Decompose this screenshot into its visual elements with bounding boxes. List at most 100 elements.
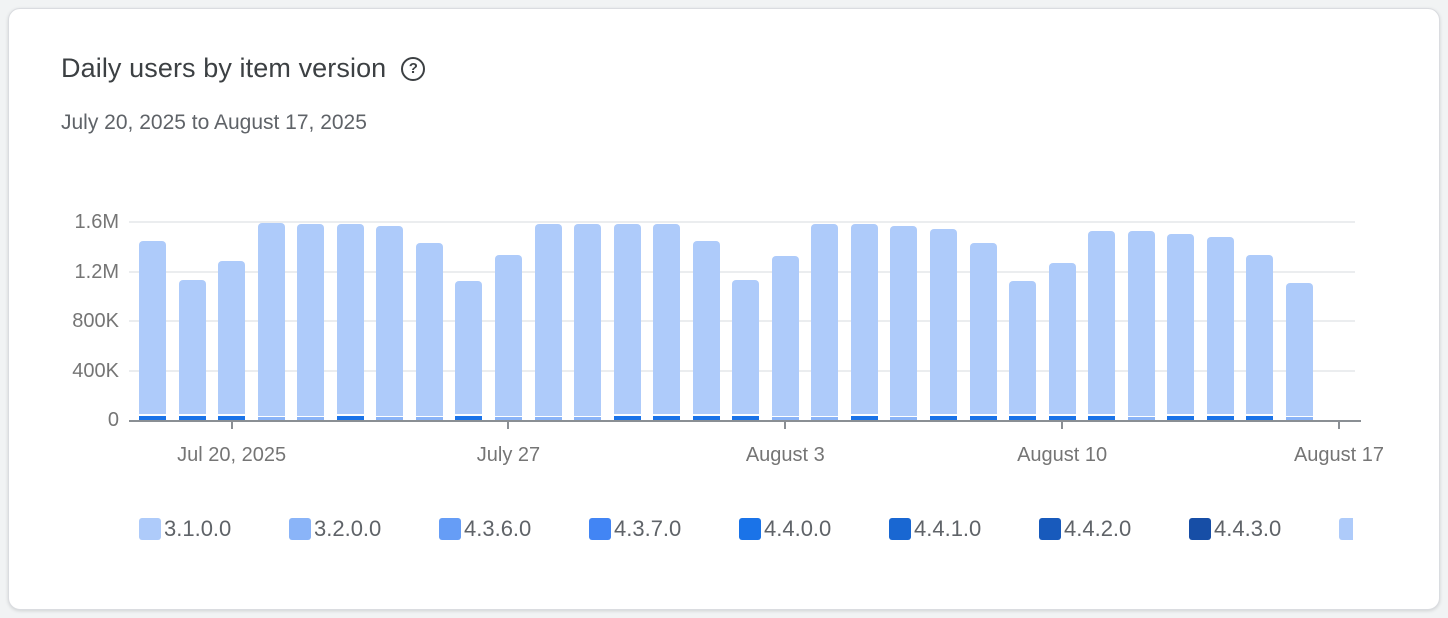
bar[interactable]	[1088, 231, 1116, 415]
x-axis-tick	[1338, 422, 1340, 429]
bar-segment-accent[interactable]	[890, 417, 918, 420]
bar[interactable]	[969, 243, 997, 415]
bar[interactable]	[890, 226, 918, 416]
y-axis-label: 400K	[72, 359, 119, 382]
bar[interactable]	[455, 280, 483, 415]
bar-segment-accent[interactable]	[969, 415, 997, 420]
bar[interactable]	[1167, 233, 1195, 415]
bar-segment-accent[interactable]	[415, 417, 443, 420]
bar-segment-accent[interactable]	[257, 417, 285, 420]
bar[interactable]	[178, 279, 206, 415]
bar[interactable]	[930, 229, 957, 415]
y-axis-label: 1.2M	[74, 260, 119, 283]
bar-segment-accent[interactable]	[653, 415, 681, 420]
bar-segment-accent[interactable]	[1048, 415, 1076, 420]
bar[interactable]	[494, 254, 522, 416]
bar[interactable]	[613, 224, 641, 415]
bar[interactable]	[811, 224, 839, 416]
bar-segment-accent[interactable]	[692, 415, 720, 420]
legend-swatch	[1339, 518, 1353, 540]
bar-segment-accent[interactable]	[218, 415, 246, 420]
bar[interactable]	[1246, 254, 1274, 415]
bar[interactable]	[574, 224, 602, 416]
legend-item: 4.4.3.0	[1189, 512, 1281, 546]
bar-segment-accent[interactable]	[455, 415, 483, 420]
legend-item: 3.1.0.0	[139, 512, 231, 546]
bar[interactable]	[1206, 236, 1234, 415]
legend-item: 4.4.2.0	[1039, 512, 1131, 546]
x-axis-tick	[784, 422, 787, 429]
date-range-subtitle: July 20, 2025 to August 17, 2025	[61, 111, 367, 134]
bar-segment-accent[interactable]	[297, 417, 325, 420]
bar-segment-accent[interactable]	[336, 415, 364, 420]
bar-segment-accent[interactable]	[1246, 415, 1274, 420]
bar-segment-accent[interactable]	[850, 415, 878, 420]
x-axis-label: August 17	[1293, 444, 1385, 466]
legend-swatch	[1039, 518, 1061, 540]
bar[interactable]	[336, 224, 364, 415]
bar[interactable]	[415, 243, 443, 416]
bar-segment-accent[interactable]	[534, 417, 562, 420]
bar[interactable]	[1285, 282, 1313, 416]
legend-item: 4.4.0.0	[739, 512, 831, 546]
bar[interactable]	[771, 256, 799, 416]
help-icon[interactable]: ?	[401, 56, 426, 81]
chart-header: Daily users by item version ?	[61, 53, 426, 84]
legend-swatch	[139, 518, 161, 540]
bar-segment-accent[interactable]	[1206, 415, 1234, 420]
bar-segment-accent[interactable]	[376, 417, 404, 420]
legend-item: 4.3.7.0	[589, 512, 681, 546]
legend-swatch	[289, 518, 311, 540]
bar[interactable]	[376, 226, 404, 416]
bar-segment-accent[interactable]	[574, 417, 602, 420]
legend-swatch	[739, 518, 761, 540]
bar-segment-accent[interactable]	[613, 415, 641, 420]
grid-line	[129, 221, 1355, 223]
bar-segment-accent[interactable]	[494, 417, 522, 420]
bar-segment-accent[interactable]	[930, 415, 957, 420]
x-axis-label: August 3	[745, 444, 825, 466]
legend-label: 4.4.1.0	[914, 516, 982, 541]
bar[interactable]	[1127, 231, 1155, 416]
x-axis-tick	[507, 422, 510, 429]
legend-swatch	[589, 518, 611, 540]
bar-segment-accent[interactable]	[1088, 415, 1116, 420]
y-axis-label: 0	[107, 409, 119, 431]
legend-swatch	[889, 518, 911, 540]
legend-label: 4.4.2.0	[1064, 516, 1132, 541]
x-axis-label: August 10	[1017, 444, 1108, 466]
y-axis-label: 1.6M	[74, 211, 119, 233]
bar-segment-accent[interactable]	[811, 417, 839, 420]
legend-item: 4.4.1.0	[889, 512, 981, 546]
bar-segment-accent[interactable]	[732, 415, 760, 420]
bar[interactable]	[257, 223, 285, 416]
bar[interactable]	[732, 279, 760, 415]
legend-label: 4.4.3.0	[1214, 516, 1282, 541]
bar[interactable]	[297, 224, 325, 416]
bar[interactable]	[850, 224, 878, 415]
bar-segment-accent[interactable]	[1127, 417, 1155, 420]
bar-segment-accent[interactable]	[178, 415, 206, 420]
bar[interactable]	[692, 241, 720, 415]
legend-item: 4.3.6.0	[439, 512, 531, 546]
bar-segment-accent[interactable]	[1285, 417, 1313, 420]
bar[interactable]	[1048, 263, 1076, 415]
bar[interactable]	[1009, 281, 1037, 415]
x-axis-label: Jul 20, 2025	[177, 444, 287, 466]
x-axis-line	[129, 420, 1361, 422]
chart-title: Daily users by item version	[61, 53, 387, 83]
bar[interactable]	[139, 241, 166, 415]
legend-label: 3.2.0.0	[314, 516, 382, 541]
chart-legend: 3.1.0.0 3.2.0.0 4.3.6.0 4.3.7.0 4.4.0.0 4.4.1…	[61, 512, 1353, 546]
bar[interactable]	[218, 260, 246, 415]
legend-swatch	[1189, 518, 1211, 540]
legend-swatch	[439, 518, 461, 540]
bar[interactable]	[653, 224, 681, 415]
bar-segment-accent[interactable]	[771, 417, 799, 420]
bar-segment-accent[interactable]	[139, 415, 166, 420]
bar-segment-accent[interactable]	[1167, 415, 1195, 420]
bar[interactable]	[534, 223, 562, 416]
legend-label: 3.1.0.0	[164, 516, 232, 541]
bar-segment-accent[interactable]	[1009, 415, 1037, 420]
grid-line	[129, 270, 1355, 273]
